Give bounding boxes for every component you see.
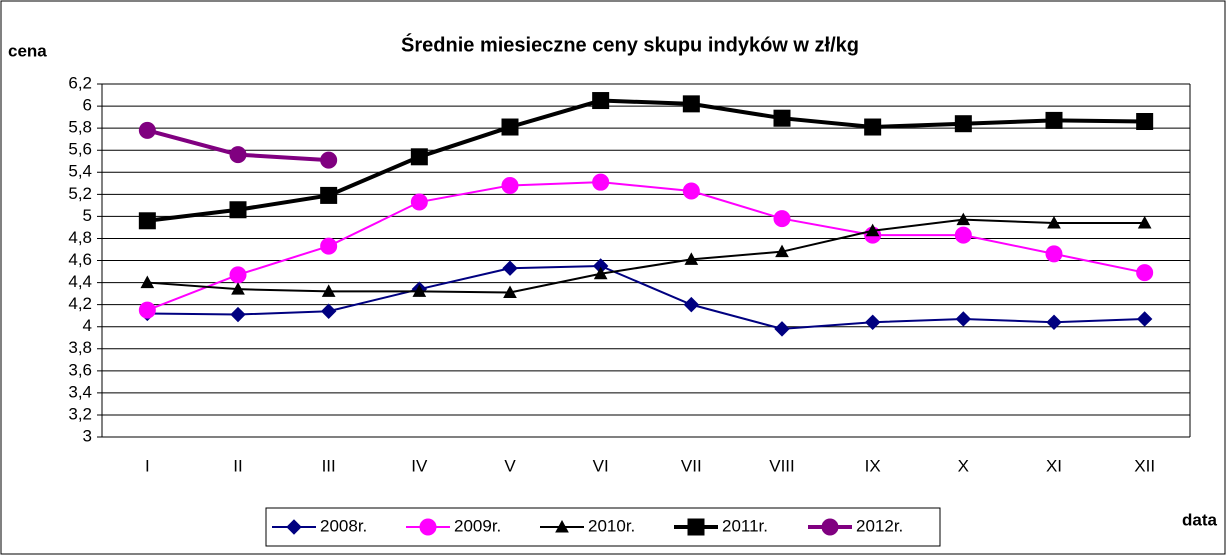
legend-marker [286,519,302,535]
y-tick-label: 5,8 [68,118,92,137]
x-tick-label: X [958,456,969,475]
legend-marker [419,518,437,536]
data-point [410,193,428,211]
data-point [865,223,880,237]
y-tick-label: 4,6 [68,250,92,269]
data-point [320,186,338,204]
data-point [592,92,610,110]
x-tick-label: II [233,456,242,475]
data-point [682,182,700,200]
y-tick-label: 3,8 [68,338,92,357]
legend-label: 2010r. [588,516,635,535]
x-tick-label: XII [1134,456,1155,475]
data-point [773,109,791,127]
y-tick-label: 5,2 [68,184,92,203]
y-tick-label: 5,4 [68,162,92,181]
x-axis-label: data [1182,510,1218,529]
legend-label: 2011r. [722,516,768,535]
data-point [138,121,156,139]
y-tick-label: 6 [83,96,92,115]
x-tick-label: VIII [769,456,795,475]
y-tick-label: 3 [83,426,92,445]
data-point [682,95,700,113]
data-point [412,284,427,297]
y-tick-label: 3,6 [68,360,92,379]
data-point [230,306,246,323]
y-tick-label: 5 [83,206,92,225]
data-point [773,210,791,228]
legend-marker [555,519,569,533]
y-tick-label: 3,2 [68,404,92,423]
data-point [1046,314,1062,330]
data-point [140,275,155,289]
data-point [320,151,338,169]
data-point [229,146,247,164]
data-point [138,212,156,230]
series-line [147,218,1145,294]
legend-marker [821,518,839,536]
legend-label: 2009r. [454,516,501,535]
x-tick-label: IX [865,456,881,475]
y-tick-label: 4 [83,316,92,335]
data-point [501,118,519,136]
x-tick-label: III [322,456,336,475]
data-point [229,201,247,219]
data-point [1137,215,1152,229]
data-point [593,266,608,280]
data-point [501,176,519,194]
y-tick-label: 4,2 [68,294,92,313]
data-point [775,244,789,258]
data-point [774,321,790,337]
data-point [1047,215,1061,229]
data-point [864,314,881,330]
legend-label: 2008r. [320,516,367,535]
data-point [231,282,245,295]
y-tick-label: 4,4 [68,272,92,291]
data-point [684,252,699,265]
data-point [1045,111,1063,129]
data-point [1136,113,1154,131]
y-tick-label: 4,8 [68,228,92,247]
data-point [502,260,518,276]
x-tick-label: IV [411,456,428,475]
data-point [1136,311,1153,327]
y-tick-label: 6,2 [68,73,92,92]
data-point [321,284,336,297]
legend-label: 2012r. [856,516,903,535]
data-point [954,226,972,244]
legend-marker [687,518,705,536]
data-point [864,118,882,136]
y-tick-label: 5,6 [68,140,92,159]
chart-title: Średnie miesieczne ceny skupu indyków w … [401,32,859,56]
x-tick-label: VII [681,456,702,475]
data-point [320,303,337,319]
x-tick-label: I [145,456,150,475]
data-point [954,115,972,133]
series-line [147,98,1145,223]
data-point [138,301,156,319]
series-line [147,265,1145,330]
data-point [503,285,517,298]
data-point [320,237,338,255]
data-point [1045,245,1063,263]
x-tick-label: VI [593,456,609,475]
data-point [592,173,610,191]
data-point [956,212,971,226]
x-tick-label: XI [1046,456,1062,475]
data-point [410,148,428,166]
x-tick-label: V [504,456,516,475]
data-point [229,266,247,284]
data-point [955,311,972,327]
y-tick-label: 3,4 [68,382,92,401]
data-point [683,296,700,313]
data-point [1136,264,1154,282]
series-line [146,181,1145,312]
y-axis-label: cena [8,41,47,60]
